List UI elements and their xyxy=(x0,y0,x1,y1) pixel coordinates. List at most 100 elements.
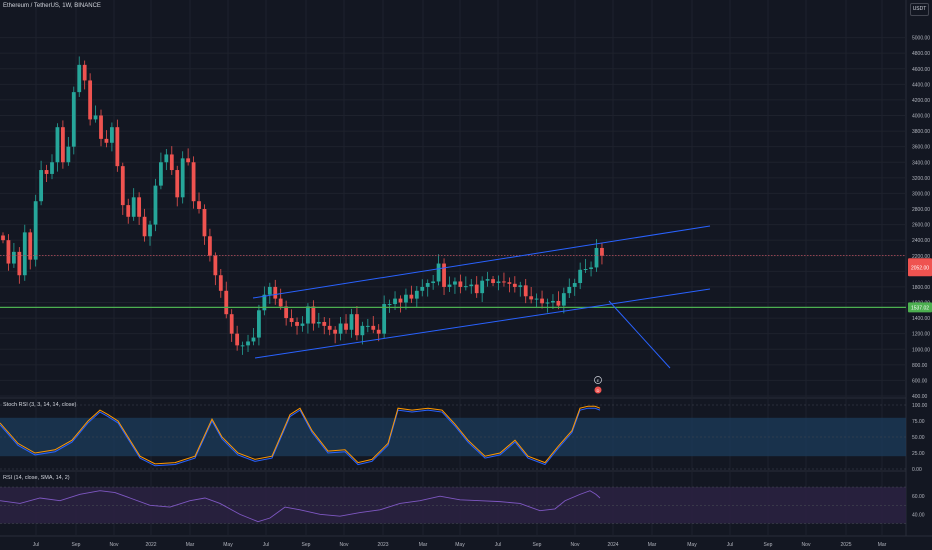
candle-body xyxy=(235,333,240,346)
candle-body xyxy=(556,300,561,306)
candle-body xyxy=(600,247,604,256)
candle-body xyxy=(404,294,408,303)
projection-line[interactable] xyxy=(608,300,671,369)
price-axis-label: 800.00 xyxy=(912,363,928,369)
earnings-marker-label: E xyxy=(597,378,600,383)
candle-body xyxy=(398,298,403,303)
candle-body xyxy=(213,255,218,276)
time-axis-label: May xyxy=(455,542,465,548)
price-axis-label: 1000.00 xyxy=(912,347,930,353)
price-axis-label: 1800.00 xyxy=(912,285,930,291)
candle-body xyxy=(120,166,125,206)
candle-body xyxy=(458,281,463,287)
candle-body xyxy=(496,281,501,284)
candle-body xyxy=(251,337,256,342)
candle-body xyxy=(44,170,49,174)
candle-body xyxy=(360,325,365,336)
candle-body xyxy=(376,329,381,334)
time-axis-label: Mar xyxy=(648,542,657,548)
stoch-axis-label: 50.00 xyxy=(912,435,925,441)
candle-body xyxy=(278,298,283,307)
candle-body xyxy=(77,64,82,93)
time-axis-label: Jul xyxy=(33,542,39,548)
candle-body xyxy=(22,232,27,276)
time-axis-label: 2024 xyxy=(607,542,618,548)
candle-body xyxy=(583,268,588,270)
earnings-marker[interactable] xyxy=(594,376,602,384)
time-axis-label: 2023 xyxy=(377,542,388,548)
price-axis-label: 3000.00 xyxy=(912,191,930,197)
stoch-d-line xyxy=(0,405,601,465)
stoch-axis-label: 100.00 xyxy=(912,403,928,409)
candle-body xyxy=(518,285,523,287)
candle-body xyxy=(469,284,474,287)
candle-body xyxy=(240,345,245,347)
candle-body xyxy=(153,185,158,225)
candle-body xyxy=(229,314,234,334)
candle-body xyxy=(534,298,539,300)
candle-body xyxy=(93,115,98,120)
candle-body xyxy=(382,304,387,334)
time-axis-label: Mar xyxy=(878,542,887,548)
candle-body xyxy=(365,325,370,327)
stoch-axis-label: 25.00 xyxy=(912,451,925,457)
candle-body xyxy=(512,283,517,287)
candle-body xyxy=(202,209,207,237)
candle-body xyxy=(491,279,495,284)
current-price-tag xyxy=(908,258,932,277)
candle-body xyxy=(115,127,120,167)
time-axis-label: Jul xyxy=(263,542,269,548)
candle-body xyxy=(567,286,572,294)
price-axis-label: 4000.00 xyxy=(912,114,930,120)
candle-body xyxy=(578,269,583,284)
support-price-tag xyxy=(908,302,932,313)
stoch-axis-label: 75.00 xyxy=(912,419,925,425)
time-axis-label: Jul xyxy=(727,542,733,548)
candle-body xyxy=(561,293,566,306)
candle-body xyxy=(66,146,71,163)
candle-body xyxy=(393,298,397,305)
candle-body xyxy=(126,205,131,217)
current-price-label: 2052.00 xyxy=(911,265,929,271)
candle-body xyxy=(180,158,185,198)
candle-body xyxy=(273,286,278,299)
candle-body xyxy=(148,224,152,237)
candle-body xyxy=(507,282,512,284)
candle-body xyxy=(480,280,485,294)
candle-body xyxy=(474,284,479,294)
time-axis-label: Nov xyxy=(110,542,119,548)
candle-body xyxy=(257,310,261,338)
time-axis-label: Sep xyxy=(302,542,311,548)
candle-body xyxy=(104,138,109,143)
candle-body xyxy=(387,304,392,306)
price-axis-label: 1200.00 xyxy=(912,332,930,338)
channel-upper-line[interactable] xyxy=(252,225,711,299)
candle-body xyxy=(267,286,272,295)
candle-body xyxy=(316,321,321,324)
channel-lower-line[interactable] xyxy=(254,288,711,359)
currency-button[interactable]: USDT xyxy=(910,3,929,16)
candle-body xyxy=(311,306,316,324)
dividend-marker[interactable] xyxy=(594,386,602,394)
candle-body xyxy=(71,92,76,147)
stoch-k-line xyxy=(0,407,601,467)
price-axis-label: 1400.00 xyxy=(912,316,930,322)
candle-body xyxy=(594,247,599,268)
candle-body xyxy=(529,296,534,300)
rsi-label: RSI (14, close, SMA, 14, 2) xyxy=(3,475,70,481)
candle-body xyxy=(88,80,93,120)
candle-body xyxy=(110,127,114,143)
candle-body xyxy=(523,285,528,297)
price-axis-label: 3800.00 xyxy=(912,129,930,135)
time-axis-label: Nov xyxy=(340,542,349,548)
price-axis-label: 400.00 xyxy=(912,394,928,400)
candle-body xyxy=(191,162,196,202)
dividend-marker-label: D xyxy=(597,388,600,393)
candle-body xyxy=(60,127,65,163)
candle-body xyxy=(6,240,11,264)
candle-body xyxy=(39,170,44,202)
candle-body xyxy=(262,294,267,311)
candle-body xyxy=(540,298,544,304)
candle-body xyxy=(246,341,250,346)
